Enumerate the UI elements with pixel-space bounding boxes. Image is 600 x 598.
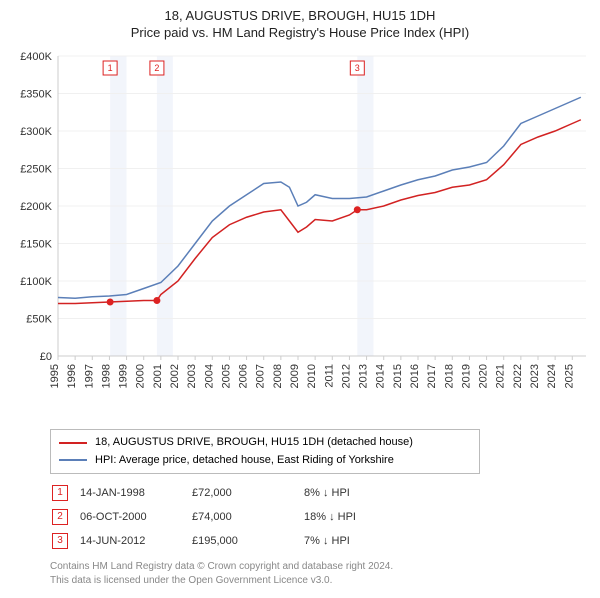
table-row: 3 14-JUN-2012 £195,000 7% ↓ HPI <box>52 530 366 552</box>
svg-text:2021: 2021 <box>495 364 507 388</box>
svg-text:2023: 2023 <box>529 364 541 388</box>
svg-text:2005: 2005 <box>220 364 232 388</box>
sale-date: 06-OCT-2000 <box>80 506 190 528</box>
legend-row: 18, AUGUSTUS DRIVE, BROUGH, HU15 1DH (de… <box>59 434 471 452</box>
svg-text:2010: 2010 <box>306 364 318 388</box>
svg-text:£400K: £400K <box>20 51 52 63</box>
sale-marker-icon: 1 <box>52 485 68 501</box>
svg-text:£300K: £300K <box>20 126 52 138</box>
svg-text:£100K: £100K <box>20 276 52 288</box>
svg-text:2016: 2016 <box>409 364 421 388</box>
svg-text:1995: 1995 <box>49 364 61 388</box>
line-chart-svg: £0 £50K £100K £150K £200K £250K £300K £350K £400… <box>10 46 590 416</box>
table-row: 2 06-OCT-2000 £74,000 18% ↓ HPI <box>52 506 366 528</box>
svg-text:2025: 2025 <box>563 364 575 388</box>
chart-area: £0 £50K £100K £150K £200K £250K £300K £350K £400… <box>10 46 590 421</box>
svg-text:£350K: £350K <box>20 89 52 101</box>
svg-text:2020: 2020 <box>478 364 490 388</box>
attribution-line: Contains HM Land Registry data © Crown c… <box>50 560 590 574</box>
svg-text:2006: 2006 <box>238 364 250 388</box>
svg-text:2015: 2015 <box>392 364 404 388</box>
title-address: 18, AUGUSTUS DRIVE, BROUGH, HU15 1DH <box>10 8 590 23</box>
svg-text:£200K: £200K <box>20 201 52 213</box>
sale-price: £195,000 <box>192 530 302 552</box>
legend: 18, AUGUSTUS DRIVE, BROUGH, HU15 1DH (de… <box>50 429 480 474</box>
svg-text:2000: 2000 <box>135 364 147 388</box>
svg-text:3: 3 <box>355 63 360 73</box>
sale-marker-icon: 2 <box>52 509 68 525</box>
sale-price: £72,000 <box>192 482 302 504</box>
sale-delta: 7% ↓ HPI <box>304 530 366 552</box>
legend-row: HPI: Average price, detached house, East… <box>59 452 471 470</box>
sales-table: 1 14-JAN-1998 £72,000 8% ↓ HPI 2 06-OCT-… <box>50 480 368 554</box>
attribution: Contains HM Land Registry data © Crown c… <box>50 560 590 588</box>
svg-text:1998: 1998 <box>100 364 112 388</box>
svg-text:1997: 1997 <box>83 364 95 388</box>
svg-text:£50K: £50K <box>26 314 52 326</box>
svg-text:1999: 1999 <box>118 364 130 388</box>
svg-text:2003: 2003 <box>186 364 198 388</box>
legend-swatch-hpi <box>59 459 87 461</box>
sale-price: £74,000 <box>192 506 302 528</box>
svg-text:2022: 2022 <box>512 364 524 388</box>
svg-text:2: 2 <box>154 63 159 73</box>
svg-text:2017: 2017 <box>426 364 438 388</box>
sale-date: 14-JAN-1998 <box>80 482 190 504</box>
title-subtitle: Price paid vs. HM Land Registry's House … <box>10 25 590 40</box>
legend-label: HPI: Average price, detached house, East… <box>95 452 394 470</box>
svg-text:2008: 2008 <box>272 364 284 388</box>
sale-date: 14-JUN-2012 <box>80 530 190 552</box>
svg-text:2018: 2018 <box>443 364 455 388</box>
svg-text:1: 1 <box>108 63 113 73</box>
svg-text:2012: 2012 <box>340 364 352 388</box>
svg-text:2013: 2013 <box>358 364 370 388</box>
svg-text:2002: 2002 <box>169 364 181 388</box>
svg-text:2009: 2009 <box>289 364 301 388</box>
svg-text:2019: 2019 <box>460 364 472 388</box>
svg-text:2011: 2011 <box>323 364 335 388</box>
svg-text:£0: £0 <box>40 351 52 363</box>
legend-label: 18, AUGUSTUS DRIVE, BROUGH, HU15 1DH (de… <box>95 434 413 452</box>
svg-text:£250K: £250K <box>20 164 52 176</box>
svg-text:2004: 2004 <box>203 364 215 388</box>
svg-text:2014: 2014 <box>375 364 387 388</box>
attribution-line: This data is licensed under the Open Gov… <box>50 574 590 588</box>
sale-delta: 8% ↓ HPI <box>304 482 366 504</box>
svg-text:2007: 2007 <box>255 364 267 388</box>
svg-text:1996: 1996 <box>66 364 78 388</box>
sale-marker-icon: 3 <box>52 533 68 549</box>
table-row: 1 14-JAN-1998 £72,000 8% ↓ HPI <box>52 482 366 504</box>
svg-text:£150K: £150K <box>20 239 52 251</box>
sale-delta: 18% ↓ HPI <box>304 506 366 528</box>
chart-title-block: 18, AUGUSTUS DRIVE, BROUGH, HU15 1DH Pri… <box>10 8 590 40</box>
legend-swatch-price-paid <box>59 442 87 444</box>
svg-text:2024: 2024 <box>546 364 558 388</box>
svg-text:2001: 2001 <box>152 364 164 388</box>
